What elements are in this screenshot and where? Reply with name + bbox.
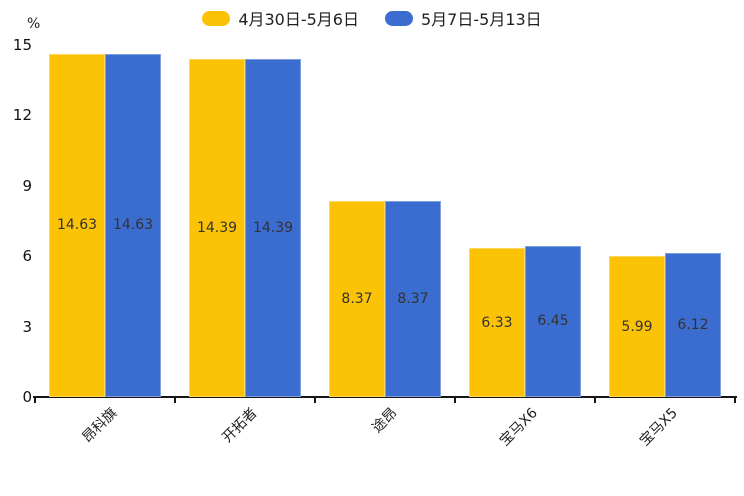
bar: [609, 256, 665, 397]
chart-legend: 4月30日-5月6日 5月7日-5月13日: [0, 6, 744, 30]
y-tick-label: 3: [22, 317, 32, 336]
x-tick-label: 宝马X5: [636, 405, 681, 450]
x-axis-tick: [34, 397, 36, 403]
bar-value-label: 14.63: [56, 217, 98, 234]
x-tick-label: 途昂: [369, 405, 401, 437]
bar-value-label: 6.45: [537, 313, 569, 330]
y-tick-label: 0: [22, 388, 32, 406]
x-tick-label: 昂科旗: [79, 405, 121, 447]
legend-item-week2[interactable]: 5月7日-5月13日: [385, 6, 542, 30]
bar: [385, 200, 441, 397]
legend-swatch-week1: [202, 10, 231, 26]
bar: [245, 59, 301, 397]
y-axis-unit-label: %: [27, 16, 41, 32]
x-axis-line: [33, 396, 737, 398]
bar-value-label: 6.33: [481, 314, 513, 331]
bar-value-label: 14.63: [112, 217, 154, 234]
legend-swatch-week2: [385, 10, 413, 26]
x-axis-tick: [594, 397, 596, 403]
bar-value-label: 8.37: [397, 290, 429, 307]
x-tick-label: 开拓者: [219, 405, 261, 447]
bar: [189, 59, 245, 397]
bar: [469, 248, 525, 397]
bar-value-label: 14.39: [196, 220, 238, 237]
x-axis-tick: [314, 397, 316, 403]
bar: [525, 245, 581, 397]
bar-value-label: 5.99: [621, 318, 653, 335]
bar: [49, 53, 105, 397]
x-tick-label: 宝马X6: [496, 405, 541, 450]
bar-value-label: 8.37: [341, 290, 373, 307]
legend-item-week1[interactable]: 4月30日-5月6日: [202, 6, 359, 30]
bar-value-label: 6.12: [677, 317, 709, 334]
y-tick-label: 12: [12, 106, 32, 125]
bar: [329, 200, 385, 397]
y-tick-label: 15: [12, 36, 32, 54]
y-tick-label: 6: [22, 247, 32, 266]
legend-label-week2: 5月7日-5月13日: [421, 10, 542, 29]
bar-value-label: 14.39: [252, 220, 294, 237]
x-axis-tick: [734, 397, 736, 403]
legend-label-week1: 4月30日-5月6日: [238, 10, 359, 29]
y-tick-label: 9: [22, 176, 32, 195]
x-axis-tick: [174, 397, 176, 403]
bar: [105, 53, 161, 397]
x-axis-tick: [454, 397, 456, 403]
bar: [665, 253, 721, 397]
